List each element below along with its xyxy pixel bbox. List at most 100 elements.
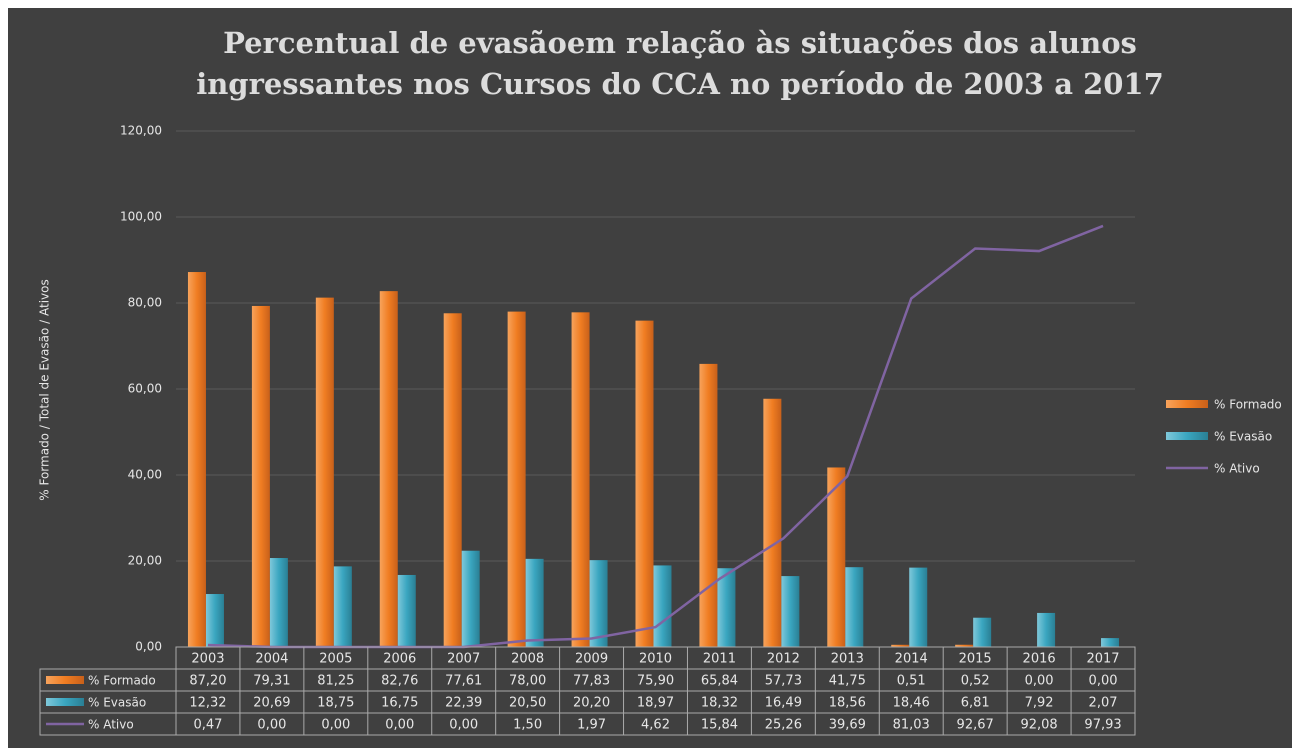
bar [507,311,526,647]
bar [187,272,206,647]
bar [653,565,672,647]
y-axis-label: % Formado / Total de Evasão / Ativos [38,279,52,500]
bar [525,558,544,647]
data-label: 78,00 [509,674,546,689]
data-label: 41,75 [829,674,866,689]
bar [1101,638,1120,647]
data-label: 20,20 [573,696,610,711]
y-tick-label: 40,00 [128,468,162,482]
bar [891,644,910,647]
legend-key [1166,400,1208,408]
x-tick-label: 2008 [511,652,544,667]
data-label: 0,51 [897,674,926,689]
table-series-name: % Evasão [88,696,146,710]
bar [205,594,224,647]
bar [635,320,654,647]
data-label: 0,00 [1025,674,1054,689]
y-tick-label: 120,00 [120,124,162,138]
bar [461,550,480,647]
data-label: 92,67 [957,718,994,733]
data-label: 18,32 [701,696,738,711]
x-tick-label: 2016 [1023,652,1056,667]
data-label: 16,75 [381,696,418,711]
bar [397,574,416,647]
x-tick-label: 2017 [1086,652,1119,667]
bar [589,560,608,647]
data-label: 1,97 [577,718,606,733]
bar [251,305,270,647]
data-label: 75,90 [637,674,674,689]
x-tick-label: 2014 [895,652,928,667]
data-label: 18,46 [893,696,930,711]
data-label: 16,49 [765,696,802,711]
bar [1037,612,1056,647]
bar [269,558,288,647]
data-label: 0,52 [961,674,990,689]
x-tick-label: 2010 [639,652,672,667]
table-row [39,712,1136,736]
y-tick-label: 80,00 [128,296,162,310]
data-label: 4,62 [641,718,670,733]
data-label: 87,20 [189,674,226,689]
table-series-name: % Ativo [88,718,134,732]
bar [845,567,864,647]
data-label: 39,69 [829,718,866,733]
bar [315,297,334,647]
data-label: 20,69 [253,696,290,711]
data-label: 15,84 [701,718,738,733]
data-label: 7,92 [1025,696,1054,711]
data-label: 18,56 [829,696,866,711]
chart-title: Percentual de evasãoem relação às situaç… [223,26,1137,60]
x-tick-label: 2009 [575,652,608,667]
bar [571,312,590,647]
data-label: 0,00 [1089,674,1118,689]
x-tick-label: 2012 [767,652,800,667]
x-tick-label: 2005 [319,652,352,667]
data-label: 20,50 [509,696,546,711]
x-tick-label: 2004 [255,652,288,667]
x-tick-label: 2007 [447,652,480,667]
data-label: 92,08 [1020,718,1057,733]
chart-title: ingressantes nos Cursos do CCA no períod… [196,67,1164,101]
data-label: 77,83 [573,674,610,689]
data-label: 25,26 [765,718,802,733]
data-label: 0,47 [193,718,222,733]
data-label: 77,61 [445,674,482,689]
x-tick-label: 2011 [703,652,736,667]
table-series-name: % Formado [88,674,156,688]
bar [909,567,928,647]
data-label: 18,75 [317,696,354,711]
bar [955,644,974,647]
data-label: 12,32 [189,696,226,711]
bar [763,398,782,647]
bar [781,576,800,647]
data-label: 81,25 [317,674,354,689]
data-label: 57,73 [765,674,802,689]
legend-label: % Formado [1214,398,1282,412]
legend-key [46,676,84,684]
y-tick-label: 0,00 [135,640,162,654]
data-label: 0,00 [257,718,286,733]
data-label: 6,81 [961,696,990,711]
legend-key [46,698,84,706]
bar [827,467,846,647]
legend-label: % Evasão [1214,430,1272,444]
data-label: 2,07 [1089,696,1118,711]
x-tick-label: 2006 [383,652,416,667]
data-label: 22,39 [445,696,482,711]
x-tick-label: 2015 [959,652,992,667]
data-label: 97,93 [1084,718,1121,733]
bar [973,617,992,647]
data-label: 79,31 [253,674,290,689]
data-label: 81,03 [893,718,930,733]
y-tick-label: 100,00 [120,210,162,224]
data-label: 0,00 [385,718,414,733]
data-label: 82,76 [381,674,418,689]
y-tick-label: 60,00 [128,382,162,396]
x-tick-label: 2003 [191,652,224,667]
y-tick-label: 20,00 [128,554,162,568]
legend-key [1166,432,1208,440]
x-tick-label: 2013 [831,652,864,667]
bar [717,568,736,647]
